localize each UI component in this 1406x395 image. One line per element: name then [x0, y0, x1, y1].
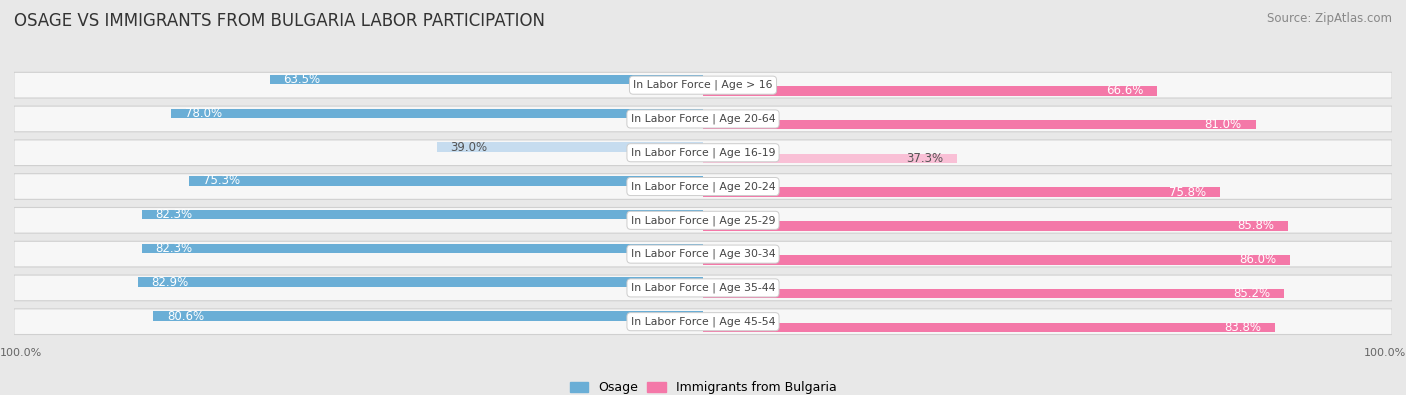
Text: 86.0%: 86.0% [1239, 253, 1277, 266]
Text: Source: ZipAtlas.com: Source: ZipAtlas.com [1267, 12, 1392, 25]
FancyBboxPatch shape [14, 275, 1392, 301]
Text: 85.2%: 85.2% [1233, 287, 1271, 300]
Bar [153, 311, 703, 321]
Text: 39.0%: 39.0% [450, 141, 488, 154]
Text: In Labor Force | Age 45-54: In Labor Force | Age 45-54 [631, 316, 775, 327]
Bar [703, 323, 1275, 332]
Bar [703, 154, 957, 163]
Text: In Labor Force | Age 35-44: In Labor Force | Age 35-44 [631, 283, 775, 293]
Bar [703, 221, 1288, 231]
Bar [703, 255, 1289, 265]
Text: 82.3%: 82.3% [155, 208, 193, 221]
Bar [142, 244, 703, 253]
Text: In Labor Force | Age 25-29: In Labor Force | Age 25-29 [631, 215, 775, 226]
Text: 75.3%: 75.3% [202, 174, 240, 187]
Text: In Labor Force | Age 20-64: In Labor Force | Age 20-64 [631, 114, 775, 124]
Text: 66.6%: 66.6% [1107, 85, 1143, 97]
FancyBboxPatch shape [14, 309, 1392, 335]
Text: 83.8%: 83.8% [1225, 321, 1261, 334]
Text: OSAGE VS IMMIGRANTS FROM BULGARIA LABOR PARTICIPATION: OSAGE VS IMMIGRANTS FROM BULGARIA LABOR … [14, 12, 546, 30]
Bar [138, 278, 703, 287]
Legend: Osage, Immigrants from Bulgaria: Osage, Immigrants from Bulgaria [565, 376, 841, 395]
Bar [142, 210, 703, 219]
Text: 63.5%: 63.5% [284, 73, 321, 86]
Text: 37.3%: 37.3% [907, 152, 943, 165]
Bar [437, 142, 703, 152]
Text: 82.3%: 82.3% [155, 242, 193, 255]
Text: 78.0%: 78.0% [184, 107, 222, 120]
Bar [172, 109, 703, 118]
FancyBboxPatch shape [14, 207, 1392, 233]
Bar [703, 86, 1157, 96]
Bar [190, 176, 703, 186]
FancyBboxPatch shape [14, 72, 1392, 98]
FancyBboxPatch shape [14, 241, 1392, 267]
Bar [703, 120, 1256, 129]
Text: In Labor Force | Age 16-19: In Labor Force | Age 16-19 [631, 147, 775, 158]
FancyBboxPatch shape [14, 140, 1392, 166]
Text: 75.8%: 75.8% [1170, 186, 1206, 199]
Bar [270, 75, 703, 84]
Text: In Labor Force | Age 30-34: In Labor Force | Age 30-34 [631, 249, 775, 260]
Text: 81.0%: 81.0% [1205, 118, 1241, 131]
FancyBboxPatch shape [14, 174, 1392, 199]
Text: 80.6%: 80.6% [167, 310, 204, 322]
Text: In Labor Force | Age 20-24: In Labor Force | Age 20-24 [631, 181, 775, 192]
FancyBboxPatch shape [14, 106, 1392, 132]
Text: 85.8%: 85.8% [1237, 220, 1275, 233]
Text: 82.9%: 82.9% [152, 276, 188, 289]
Text: In Labor Force | Age > 16: In Labor Force | Age > 16 [633, 80, 773, 90]
Bar [703, 289, 1284, 298]
Bar [703, 188, 1220, 197]
